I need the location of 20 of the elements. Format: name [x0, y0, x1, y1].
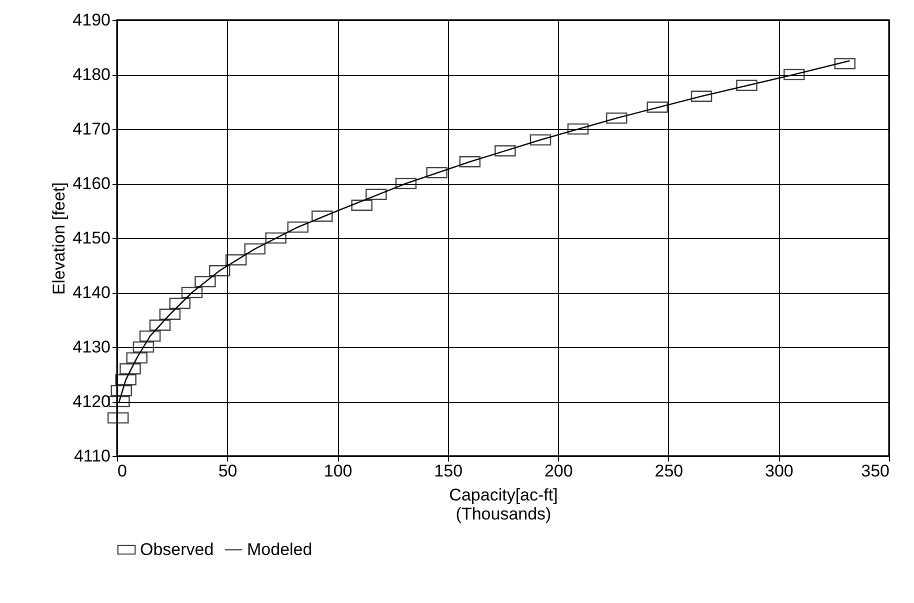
y-tick-label: 4130: [72, 338, 110, 356]
x-tick-label: 350: [861, 462, 890, 480]
x-tick-label: 100: [324, 462, 352, 480]
y-tick-label: 4150: [72, 228, 110, 248]
y-tick-label: 4170: [72, 120, 110, 138]
x-tick-label: 250: [654, 462, 684, 480]
y-tick-label: 4180: [72, 65, 110, 84]
x-axis-title: Capacity[ac-ft] (Thousands): [449, 486, 558, 524]
x-tick-label: 300: [765, 462, 794, 480]
x-tick-label: 200: [544, 462, 573, 480]
x-tick-label: 150: [434, 462, 463, 480]
y-tick-label: 4140: [72, 283, 110, 302]
legend-label: Modeled: [247, 540, 312, 559]
y-tick-label: 4190: [72, 10, 110, 30]
x-tick-label: 50: [218, 462, 238, 480]
y-tick-label: 4110: [74, 446, 110, 466]
y-axis-title: Elevation [feet]: [50, 182, 69, 295]
x-tick-label: 0: [118, 462, 127, 480]
y-tick-label: 4160: [72, 174, 110, 193]
legend-label: Observed: [140, 540, 214, 559]
